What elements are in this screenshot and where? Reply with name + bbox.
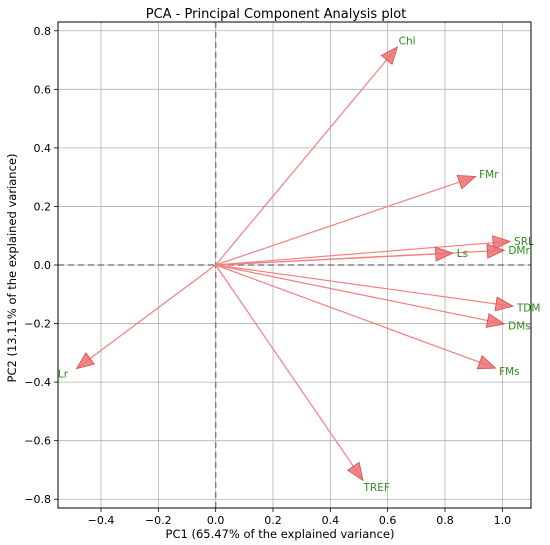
y-tick-label: 0.0	[34, 259, 52, 272]
vector-arrowhead	[492, 235, 512, 251]
vector-srl: SRL	[215, 235, 534, 266]
chart-title: PCA - Principal Component Analysis plot	[146, 7, 407, 22]
vector-arrowhead	[434, 246, 454, 262]
vector-shaft	[215, 264, 503, 325]
x-tick-label: 0.0	[207, 514, 225, 527]
plot-frame	[57, 21, 532, 509]
vector-lr: Lr	[58, 264, 217, 380]
vector-arrowhead	[456, 174, 477, 190]
vector-shaft	[215, 240, 509, 266]
vector-label: SRL	[514, 236, 534, 248]
vector-label: DMr	[508, 245, 530, 257]
y-tick-label: −0.8	[24, 493, 51, 506]
vector-arrowhead	[380, 46, 399, 66]
vector-shaft	[215, 264, 494, 369]
x-axis-title: PC1 (65.47% of the explained variance)	[166, 527, 395, 541]
y-tick-label: 0.8	[34, 25, 52, 38]
x-tick-label: 1.0	[494, 514, 512, 527]
axis-ticks: −0.4 −0.2 0.0 0.2 0.4 0.6 0.8 1.0 −0.8 −0.6 −0.4 −0…	[24, 25, 511, 527]
y-tick-label: 0.6	[34, 83, 52, 96]
vector-tdm: TDM	[215, 264, 541, 314]
vector-arrowhead	[486, 243, 506, 259]
vector-shaft	[215, 47, 397, 266]
vector-label: TREF	[363, 482, 390, 494]
vector-fms: FMs	[215, 264, 520, 378]
y-tick-label: 0.2	[34, 200, 52, 213]
vector-arrowhead	[476, 355, 497, 370]
x-tick-label: −0.4	[88, 514, 115, 527]
vector-label: FMr	[479, 169, 499, 181]
vector-label: FMs	[499, 366, 520, 378]
y-tick-label: −0.4	[24, 376, 51, 389]
vector-shaft	[215, 264, 363, 480]
y-tick-label: 0.4	[34, 142, 52, 155]
vector-tref: TREF	[215, 264, 390, 494]
y-tick-label: −0.6	[24, 435, 51, 448]
vector-label: TDM	[516, 302, 541, 314]
vector-arrowhead	[485, 313, 506, 328]
vector-dmr: DMr	[215, 243, 530, 266]
y-axis-title: PC2 (13.11% of the explained variance)	[5, 154, 19, 383]
x-tick-label: −0.2	[145, 514, 172, 527]
vector-ls: Ls	[215, 246, 468, 266]
x-tick-label: 0.2	[264, 514, 282, 527]
vector-shaft	[215, 264, 512, 307]
y-tick-label: −0.2	[24, 318, 51, 331]
x-tick-label: 0.6	[379, 514, 397, 527]
vector-arrowhead	[75, 352, 95, 370]
vector-shaft	[215, 252, 451, 266]
x-tick-label: 0.8	[436, 514, 454, 527]
vector-arrowhead	[494, 296, 514, 312]
vector-label: DMs	[508, 321, 531, 333]
vector-fmr: FMr	[215, 169, 499, 266]
vector-arrowhead	[346, 461, 364, 482]
vector-shaft	[77, 264, 217, 368]
vector-label: Chl	[399, 36, 416, 48]
vector-label: Ls	[457, 248, 468, 260]
x-tick-label: 0.4	[322, 514, 340, 527]
vector-label: Lr	[58, 368, 69, 380]
vector-shaft	[215, 176, 474, 266]
vector-chl: Chl	[215, 36, 416, 266]
vector-dms: DMs	[215, 264, 531, 333]
